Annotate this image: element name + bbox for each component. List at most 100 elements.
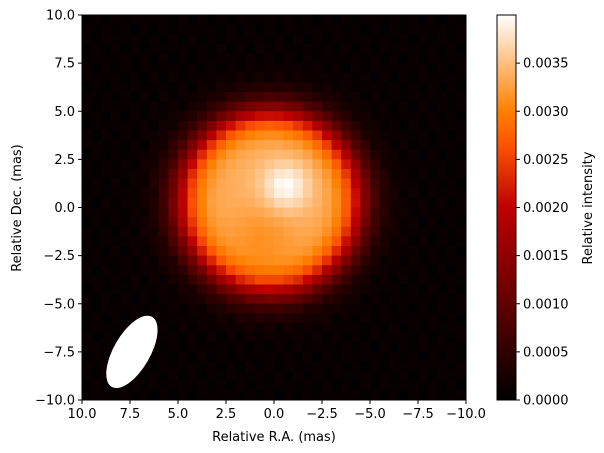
heatmap-cell <box>226 101 237 112</box>
heatmap-cell <box>235 43 246 55</box>
heatmap-cell <box>254 332 265 343</box>
heatmap-cell <box>360 63 371 74</box>
heatmap-cell <box>350 178 361 189</box>
heatmap-cell <box>101 313 112 324</box>
heatmap-cell <box>130 313 141 324</box>
heatmap-cell <box>293 43 304 55</box>
heatmap-cell <box>274 313 285 324</box>
heatmap-cell <box>427 284 438 295</box>
heatmap-cell <box>82 111 93 122</box>
heatmap-cell <box>350 217 361 228</box>
heatmap-cell <box>437 342 448 353</box>
heatmap-cell <box>379 72 390 83</box>
heatmap-cell <box>322 236 333 247</box>
heatmap-cell <box>120 207 131 218</box>
heatmap-cell <box>197 140 208 151</box>
heatmap-cell <box>91 371 102 382</box>
heatmap-cell <box>408 111 419 122</box>
heatmap-cell <box>408 92 419 103</box>
heatmap-cell <box>91 188 102 199</box>
heatmap-cell <box>398 178 409 189</box>
heatmap-cell <box>398 390 409 400</box>
heatmap-cell <box>110 101 121 112</box>
heatmap-cell <box>82 72 93 83</box>
heatmap-cell <box>168 24 179 35</box>
heatmap-cell <box>178 323 189 334</box>
heatmap-cell <box>302 188 313 199</box>
heatmap-cell <box>130 303 141 314</box>
heatmap-cell <box>350 246 361 257</box>
heatmap-cell <box>389 72 400 83</box>
heatmap-cell <box>178 63 189 74</box>
heatmap-cell <box>178 188 189 199</box>
heatmap-cell <box>91 34 102 45</box>
heatmap-cell <box>82 390 93 400</box>
heatmap-cell <box>456 63 466 74</box>
heatmap-cell <box>360 332 371 343</box>
heatmap-cell <box>427 120 438 132</box>
heatmap-cell <box>350 361 361 372</box>
heatmap-cell <box>158 371 169 382</box>
heatmap-cell <box>101 255 112 266</box>
heatmap-cell <box>389 313 400 324</box>
heatmap-cell <box>274 149 285 160</box>
heatmap-cell <box>187 149 198 160</box>
heatmap-cell <box>168 284 179 295</box>
heatmap-cell <box>178 303 189 314</box>
heatmap-cell <box>82 197 93 209</box>
heatmap-cell <box>158 188 169 199</box>
heatmap-cell <box>139 130 150 141</box>
heatmap-cell <box>418 43 429 55</box>
heatmap-cell <box>427 140 438 151</box>
heatmap-cell <box>341 371 352 382</box>
heatmap-cell <box>389 303 400 314</box>
heatmap-cell <box>206 72 217 83</box>
heatmap-cell <box>120 82 131 93</box>
heatmap-cell <box>427 380 438 391</box>
heatmap-cell <box>350 255 361 266</box>
heatmap-cell <box>149 120 160 132</box>
heatmap-cell <box>264 130 275 141</box>
heatmap-cell <box>446 111 457 122</box>
heatmap-cell <box>360 217 371 228</box>
heatmap-cell <box>139 111 150 122</box>
heatmap-cell <box>149 351 160 363</box>
heatmap-cell <box>437 265 448 276</box>
heatmap-cell <box>418 178 429 189</box>
heatmap-cell <box>389 43 400 55</box>
heatmap-cell <box>187 217 198 228</box>
heatmap-cell <box>341 313 352 324</box>
heatmap-cell <box>283 92 294 103</box>
heatmap-cell <box>398 342 409 353</box>
heatmap-cell <box>446 255 457 266</box>
heatmap-cell <box>274 178 285 189</box>
heatmap-cell <box>178 111 189 122</box>
heatmap-cell <box>408 169 419 180</box>
heatmap-cell <box>101 130 112 141</box>
heatmap-cell <box>302 351 313 363</box>
heatmap-cell <box>379 351 390 363</box>
heatmap-cell <box>158 92 169 103</box>
heatmap-cell <box>187 43 198 55</box>
heatmap-cell <box>101 120 112 132</box>
heatmap-cell <box>139 120 150 132</box>
heatmap-cell <box>456 92 466 103</box>
heatmap-cell <box>178 72 189 83</box>
heatmap-cell <box>206 24 217 35</box>
heatmap-cell <box>254 236 265 247</box>
heatmap-cell <box>398 101 409 112</box>
heatmap-cell <box>370 120 381 132</box>
heatmap-cell <box>254 371 265 382</box>
heatmap-cell <box>302 246 313 257</box>
heatmap-cell <box>293 101 304 112</box>
heatmap-cell <box>206 323 217 334</box>
beam-ellipse <box>106 315 158 389</box>
heatmap-cell <box>456 169 466 180</box>
heatmap-cell <box>245 92 256 103</box>
heatmap-cell <box>130 101 141 112</box>
colorbar-tick-label: 0.0000 <box>523 394 569 409</box>
heatmap-cell <box>130 178 141 189</box>
heatmap-cell <box>283 197 294 209</box>
heatmap-cell <box>456 342 466 353</box>
heatmap-cell <box>91 342 102 353</box>
